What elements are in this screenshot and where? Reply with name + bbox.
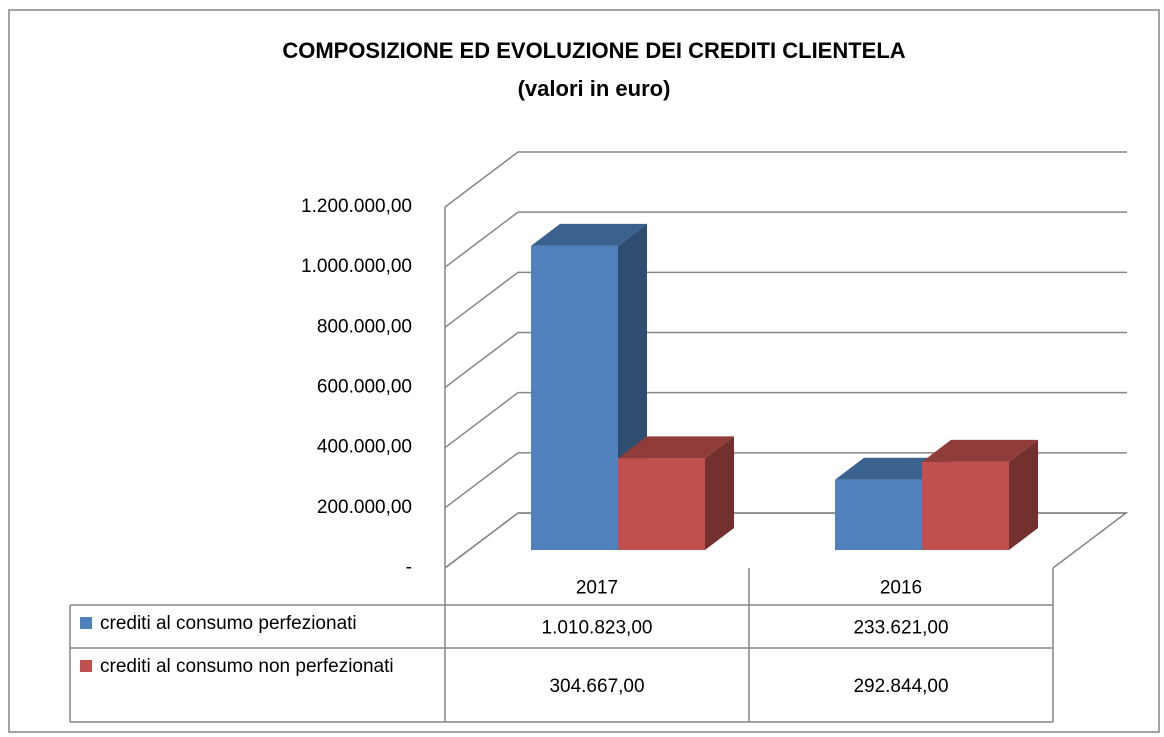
x-tick-label: 2017 (576, 578, 618, 599)
bar-top (531, 223, 647, 246)
y-tick-label: - (406, 557, 412, 578)
chart-title: COMPOSIZIONE ED EVOLUZIONE DEI CREDITI C… (282, 38, 905, 63)
table-value: 1.010.823,00 (542, 618, 653, 639)
bar-front (618, 458, 705, 550)
chart-subtitle: (valori in euro) (518, 76, 671, 101)
grid-line (444, 271, 1127, 328)
y-tick-label: 400.000,00 (317, 437, 412, 458)
y-tick-label: 1.000.000,00 (301, 256, 412, 277)
grid-line (444, 211, 1127, 268)
y-tick-label: 800.000,00 (317, 316, 412, 337)
y-tick-label: 600.000,00 (317, 377, 412, 398)
table-value: 233.621,00 (853, 618, 948, 639)
y-tick-label: 1.200.000,00 (301, 196, 412, 217)
bar-front (922, 461, 1009, 550)
table-value: 304.667,00 (549, 676, 644, 697)
grid-line (444, 452, 1127, 509)
grid-line (444, 391, 1127, 449)
bar (618, 436, 734, 550)
table-grid (69, 568, 1054, 723)
bar-top (618, 436, 734, 459)
bar-side (705, 436, 734, 550)
table-value: 292.844,00 (853, 676, 948, 697)
grid-line (444, 151, 1127, 208)
legend-swatch (80, 617, 92, 629)
bar-top (922, 439, 1038, 462)
x-tick-label: 2016 (880, 578, 922, 599)
grid-line (444, 331, 1127, 389)
legend-label: crediti al consumo perfezionati (100, 613, 357, 634)
bar-front (835, 479, 922, 550)
bar-side (1009, 439, 1038, 550)
legend-label: crediti al consumo non perfezionati (100, 656, 394, 677)
legend-swatch (80, 660, 92, 672)
bar (922, 439, 1038, 550)
y-tick-label: 200.000,00 (317, 497, 412, 518)
bar-front (531, 245, 618, 550)
